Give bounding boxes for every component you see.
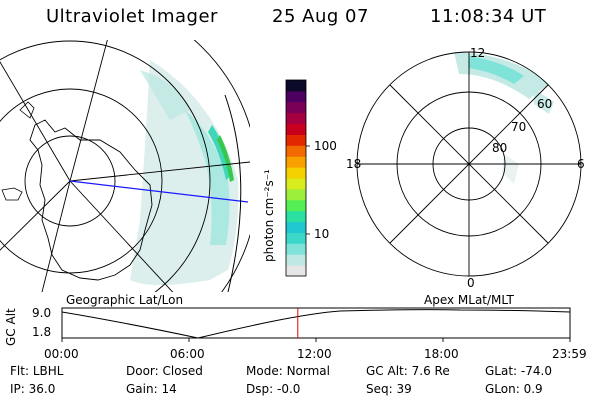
- status-door: Door: Closed: [126, 364, 203, 378]
- colorbar-cell: [286, 199, 306, 212]
- status-mode: Mode: Normal: [246, 364, 330, 378]
- altitude-tick-top: 9.0: [32, 306, 52, 320]
- status-ip: IP: 36.0: [10, 382, 56, 396]
- time-tick-0600: 06:00: [170, 347, 205, 361]
- status-gc-alt: GC Alt: 7.6 Re: [366, 364, 450, 378]
- altitude-ylabel: GC Alt: [4, 308, 18, 346]
- right-map-caption: Apex MLat/MLT: [424, 293, 514, 307]
- colorbar-cell: [286, 188, 306, 201]
- colorbar-cell: [286, 243, 306, 255]
- colorbar-cell: [286, 80, 306, 92]
- colorbar-cell: [286, 134, 306, 146]
- colorbar-cell: [286, 221, 306, 233]
- colorbar: [285, 79, 310, 277]
- mlat-label-80: 80: [492, 141, 508, 155]
- time-tick-2359: 23:59: [552, 347, 587, 361]
- mlt-label-12: 12: [470, 46, 486, 60]
- longitude-grid: [0, 40, 250, 292]
- latitude-grid: [0, 40, 250, 292]
- emission-field-mag: [454, 52, 554, 184]
- status-filter: Flt: LBHL: [10, 364, 64, 378]
- colorbar-cell: [286, 123, 306, 135]
- geographic-map: [0, 40, 250, 292]
- left-map-caption: Geographic Lat/Lon: [66, 293, 184, 307]
- time-tick-0000: 00:00: [44, 347, 79, 361]
- altitude-curve: [61, 309, 571, 339]
- instrument-title: Ultraviolet Imager: [46, 6, 218, 27]
- time-tick-1800: 18:00: [424, 347, 459, 361]
- colorbar-cell: [286, 101, 306, 114]
- satellite-track-line: [69, 180, 249, 203]
- colorbar-cell: [286, 90, 306, 103]
- colorbar-unit-label: photon cm⁻²s⁻¹: [262, 169, 276, 262]
- colorbar-cell: [286, 112, 306, 125]
- mlat-label-60: 60: [537, 97, 553, 111]
- status-gain: Gain: 14: [126, 382, 177, 396]
- status-dsp: Dsp: -0.0: [246, 382, 301, 396]
- colorbar-cell: [286, 210, 306, 223]
- emission-field: [130, 60, 239, 285]
- mlt-label-6: 6: [577, 157, 585, 171]
- time-tick-1200: 12:00: [297, 347, 332, 361]
- altitude-plot: [61, 307, 571, 342]
- colorbar-cell: [286, 156, 306, 168]
- status-glon: GLon: 0.9: [485, 382, 543, 396]
- status-seq: Seq: 39: [366, 382, 412, 396]
- magnetic-polar-plot: [356, 51, 582, 277]
- time-label: 11:08:34 UT: [430, 6, 547, 27]
- colorbar-tick-10: 10: [314, 227, 330, 241]
- mlt-label-0: 0: [467, 276, 475, 290]
- colorbar-cell: [286, 167, 306, 179]
- colorbar-tick-100: 100: [314, 139, 337, 153]
- status-glat: GLat: -74.0: [485, 364, 552, 378]
- colorbar-cell: [286, 265, 306, 277]
- mlt-label-18: 18: [346, 157, 362, 171]
- colorbar-cell: [286, 145, 306, 157]
- date-label: 25 Aug 07: [272, 6, 369, 27]
- colorbar-cell: [286, 254, 306, 266]
- coastline: [29, 119, 153, 281]
- colorbar-cell: [286, 232, 306, 244]
- altitude-tick-bottom: 1.8: [32, 325, 52, 339]
- colorbar-cell: [286, 178, 306, 190]
- mlat-label-70: 70: [511, 120, 527, 134]
